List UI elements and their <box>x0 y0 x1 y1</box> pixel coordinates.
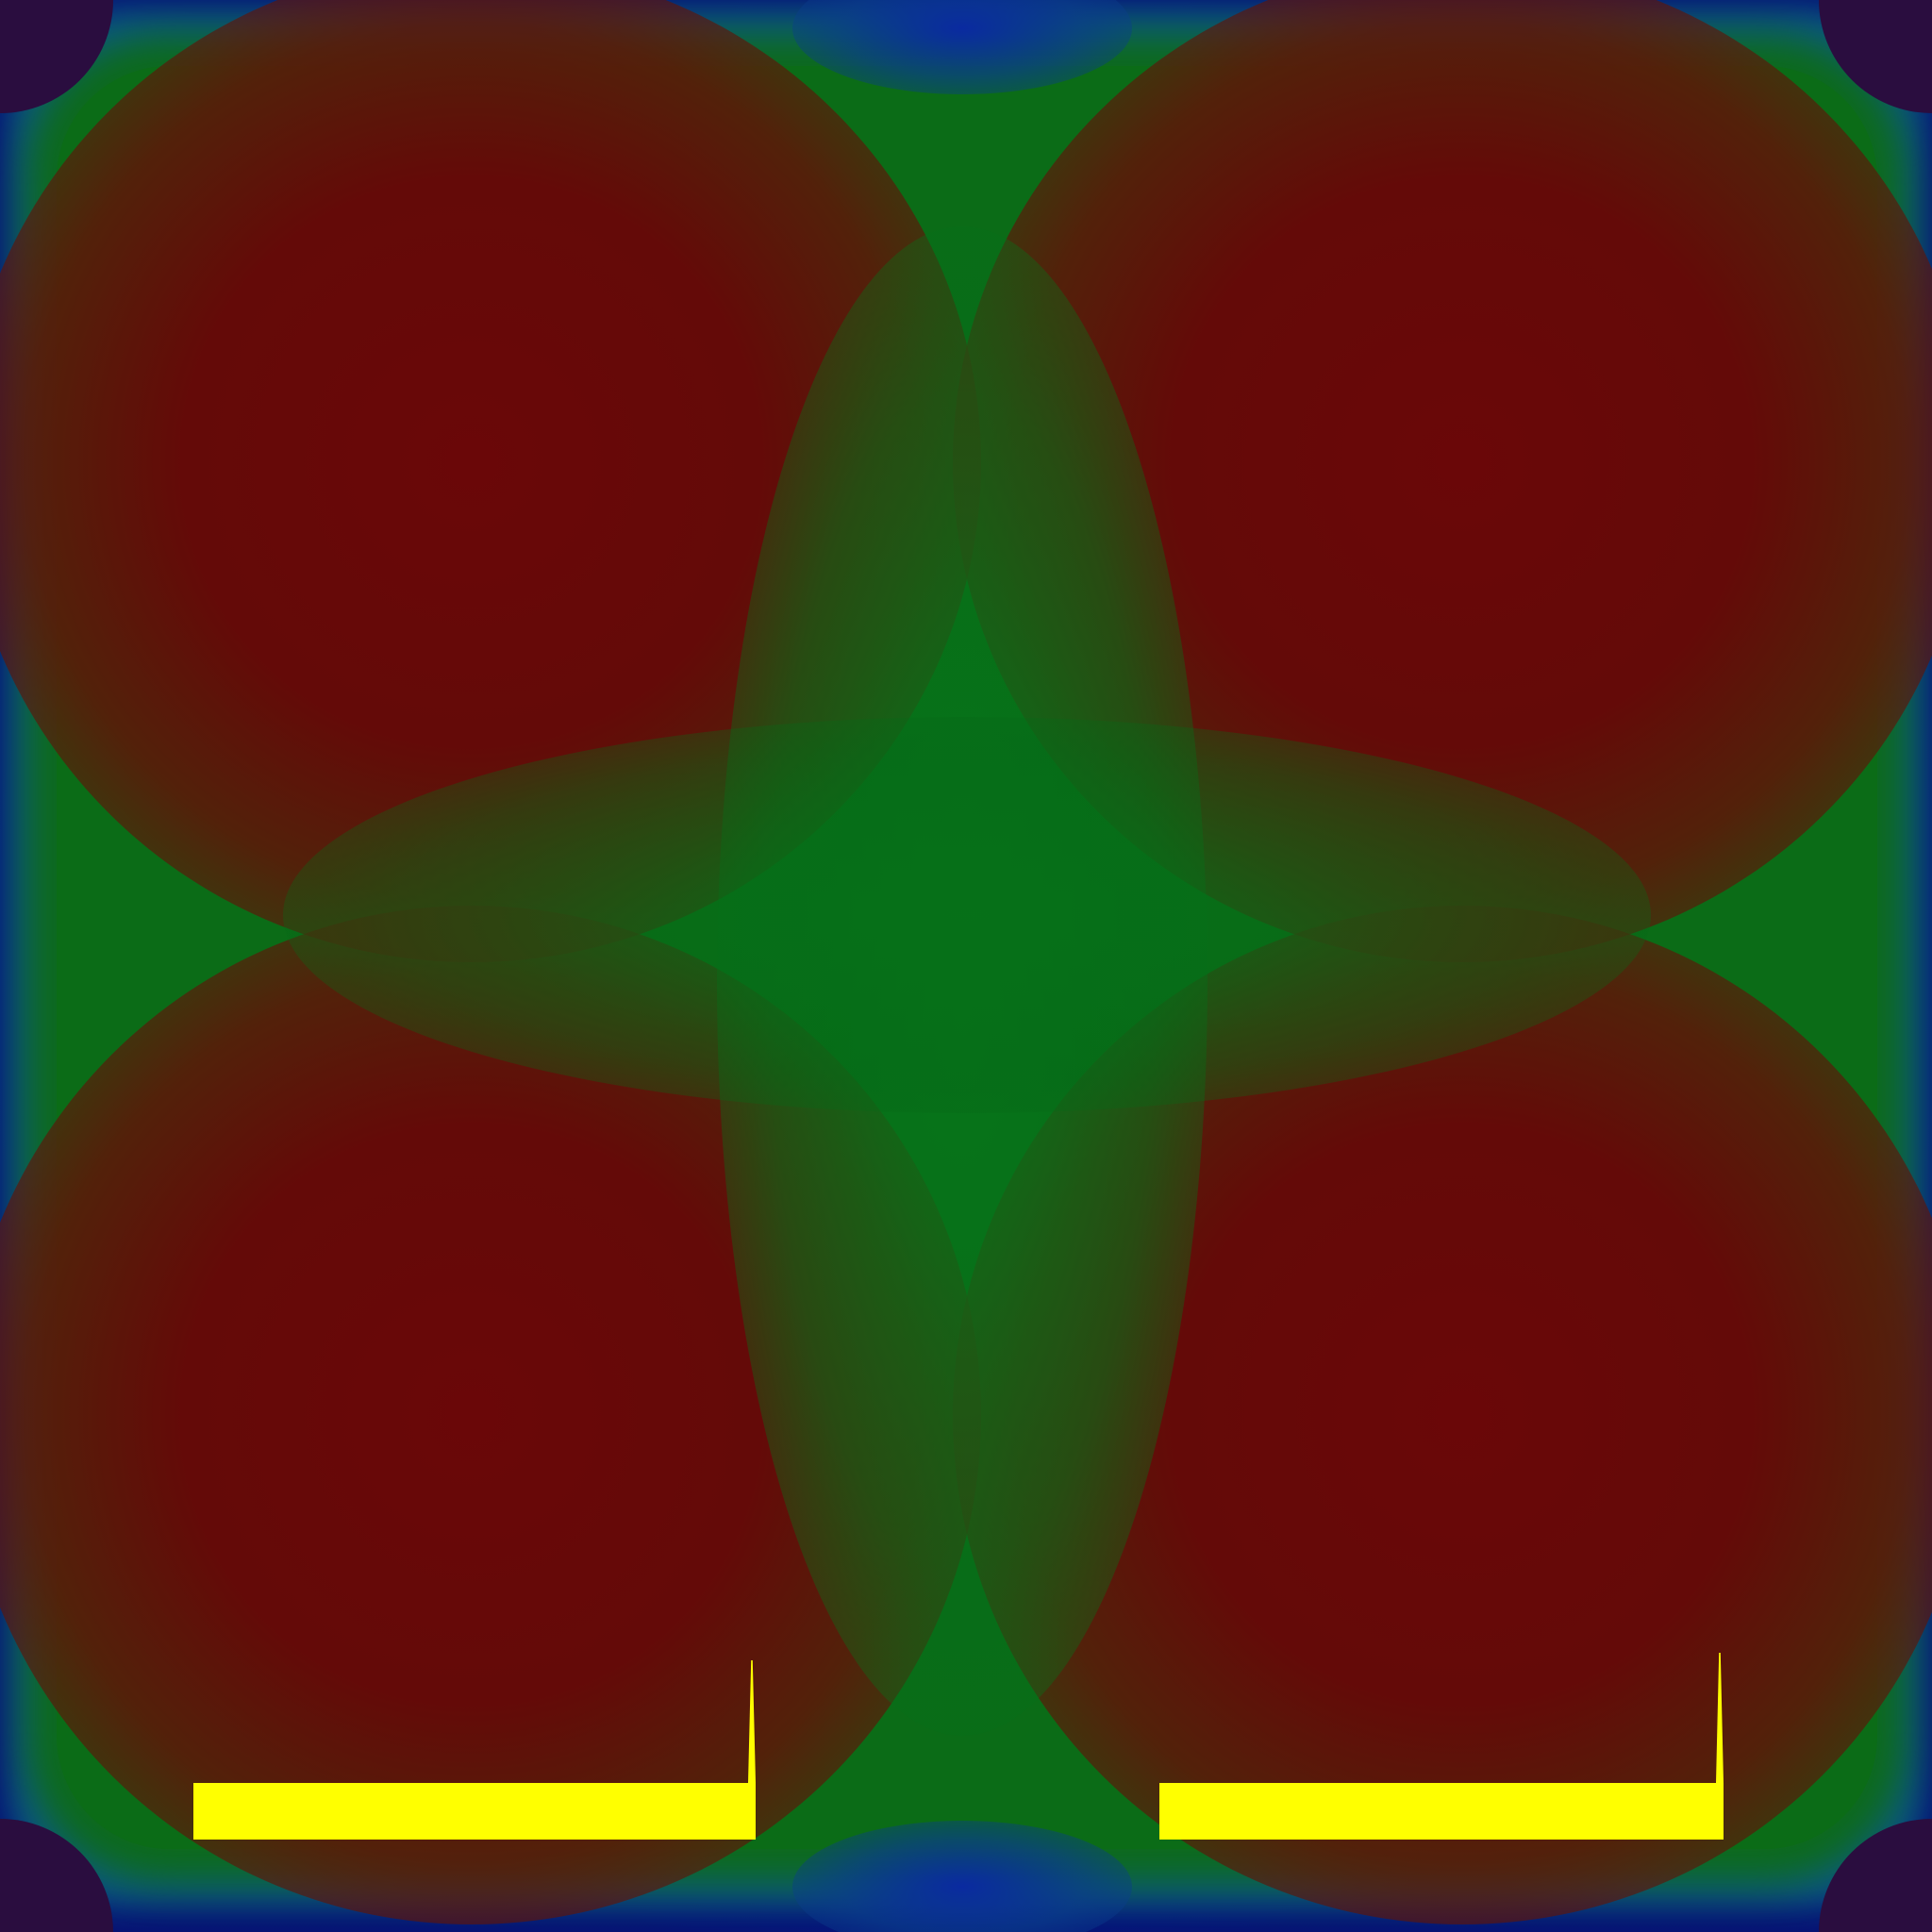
bottom-blue-notch <box>792 1821 1132 1932</box>
middle-green-band <box>283 717 1651 1113</box>
left-scale-bar <box>193 1660 756 1840</box>
right-scale-bar-tick <box>1716 1653 1724 1783</box>
left-scale-bar-tick <box>748 1660 756 1783</box>
right-scale-bar <box>1159 1653 1724 1840</box>
